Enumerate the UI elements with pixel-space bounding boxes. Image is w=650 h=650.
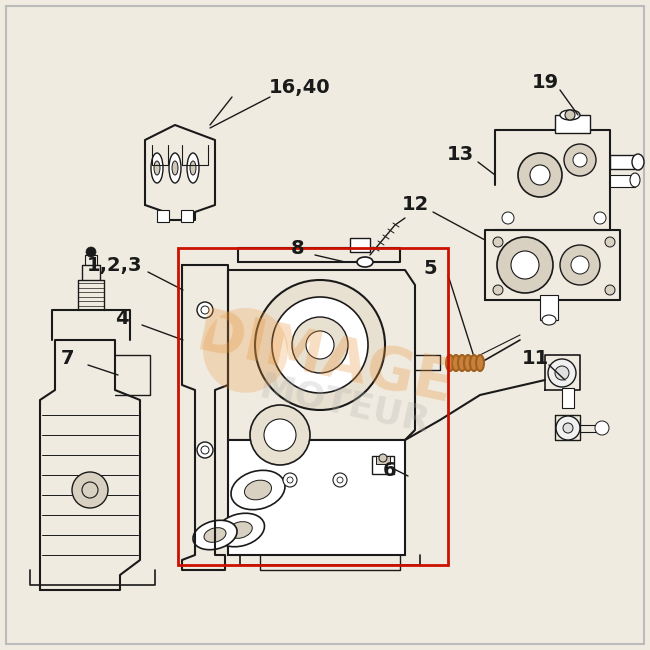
Ellipse shape <box>542 315 556 325</box>
Circle shape <box>502 212 514 224</box>
Circle shape <box>287 477 293 483</box>
Text: 8: 8 <box>291 239 305 257</box>
Circle shape <box>197 302 213 318</box>
Circle shape <box>264 419 296 451</box>
Text: 6: 6 <box>384 460 396 480</box>
Ellipse shape <box>193 520 237 550</box>
Circle shape <box>201 306 209 314</box>
Bar <box>376 456 390 464</box>
Bar <box>540 295 558 320</box>
Text: 11: 11 <box>521 348 549 367</box>
Bar <box>555 115 590 133</box>
Text: MOTEUR: MOTEUR <box>257 370 434 439</box>
Circle shape <box>493 237 503 247</box>
Ellipse shape <box>187 153 199 183</box>
Circle shape <box>605 237 615 247</box>
Circle shape <box>555 366 569 380</box>
Ellipse shape <box>231 471 285 510</box>
Circle shape <box>497 237 553 293</box>
Ellipse shape <box>476 355 484 371</box>
Text: 13: 13 <box>447 146 474 164</box>
Circle shape <box>72 472 108 508</box>
Circle shape <box>556 416 580 440</box>
Circle shape <box>255 280 385 410</box>
Bar <box>562 388 574 408</box>
Ellipse shape <box>630 173 640 187</box>
Text: 16,40: 16,40 <box>269 79 331 97</box>
Circle shape <box>379 454 387 462</box>
Bar <box>372 456 394 474</box>
Ellipse shape <box>357 257 373 267</box>
Circle shape <box>573 153 587 167</box>
Circle shape <box>197 442 213 458</box>
Circle shape <box>493 285 503 295</box>
Ellipse shape <box>227 521 252 538</box>
Circle shape <box>594 212 606 224</box>
Text: ●: ● <box>196 294 294 402</box>
Circle shape <box>337 477 343 483</box>
Circle shape <box>563 423 573 433</box>
Circle shape <box>560 245 600 285</box>
Circle shape <box>571 256 589 274</box>
Ellipse shape <box>452 355 460 371</box>
Bar <box>350 238 370 252</box>
Text: 19: 19 <box>532 73 558 92</box>
Circle shape <box>511 251 539 279</box>
Ellipse shape <box>204 528 226 542</box>
Text: 5: 5 <box>423 259 437 278</box>
Ellipse shape <box>216 514 265 547</box>
Ellipse shape <box>446 355 454 371</box>
Bar <box>610 155 640 169</box>
Ellipse shape <box>560 110 580 120</box>
Ellipse shape <box>151 153 163 183</box>
Circle shape <box>201 446 209 454</box>
Circle shape <box>605 285 615 295</box>
Ellipse shape <box>172 161 178 175</box>
Circle shape <box>530 165 550 185</box>
Ellipse shape <box>190 161 196 175</box>
Bar <box>181 210 193 222</box>
Ellipse shape <box>470 355 478 371</box>
Ellipse shape <box>154 161 160 175</box>
Circle shape <box>548 359 576 387</box>
Text: DIMAGE: DIMAGE <box>191 305 459 415</box>
Bar <box>157 210 169 222</box>
Circle shape <box>283 473 297 487</box>
Circle shape <box>595 421 609 435</box>
Circle shape <box>272 297 368 393</box>
Text: 4: 4 <box>115 309 129 328</box>
Circle shape <box>518 153 562 197</box>
Ellipse shape <box>458 355 466 371</box>
Text: 7: 7 <box>61 348 75 367</box>
Ellipse shape <box>632 154 644 170</box>
Circle shape <box>292 317 348 373</box>
Circle shape <box>306 331 334 359</box>
Text: 12: 12 <box>402 196 428 215</box>
Circle shape <box>82 482 98 498</box>
Bar <box>610 175 635 187</box>
Bar <box>228 440 405 555</box>
Ellipse shape <box>464 355 472 371</box>
Text: 1,2,3: 1,2,3 <box>87 255 143 274</box>
Ellipse shape <box>169 153 181 183</box>
Circle shape <box>333 473 347 487</box>
Circle shape <box>565 110 575 120</box>
Ellipse shape <box>244 480 272 500</box>
Circle shape <box>250 405 310 465</box>
Bar <box>178 248 448 565</box>
Circle shape <box>86 247 96 257</box>
Circle shape <box>564 144 596 176</box>
